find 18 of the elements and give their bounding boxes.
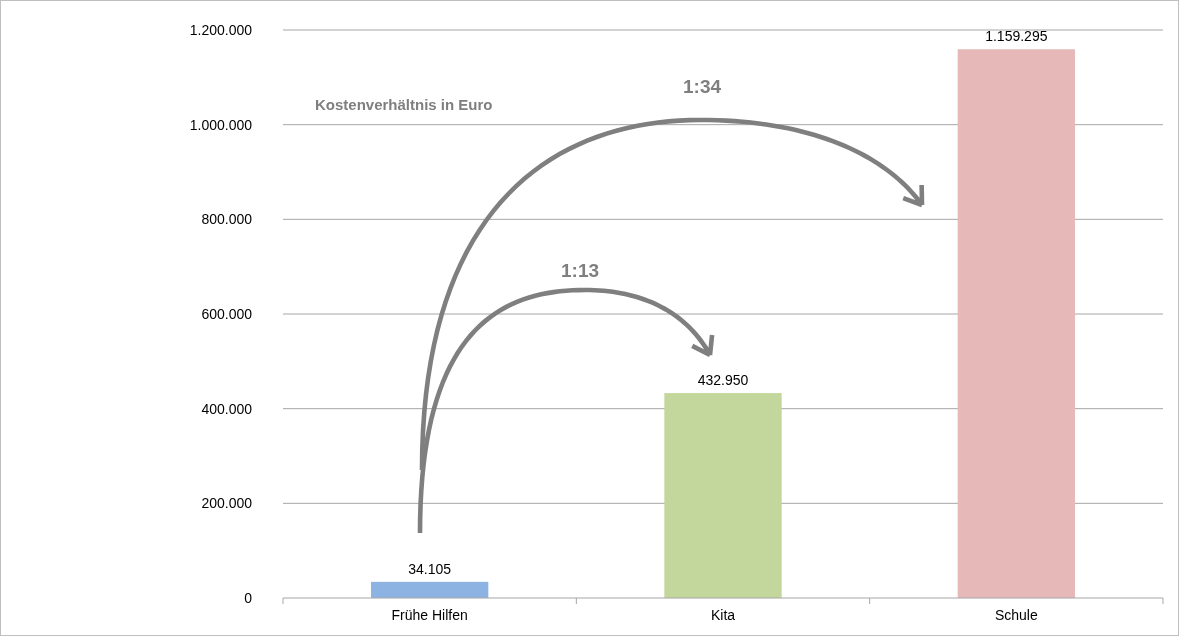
y-tick-label: 400.000	[201, 400, 253, 417]
y-tick-label: 200.000	[201, 495, 253, 512]
data-label: 34.105	[408, 560, 452, 577]
y-tick-label: 1.200.000	[189, 21, 253, 38]
x-tick-label: Frühe Hilfen	[391, 607, 468, 623]
y-tick-label: 600.000	[201, 305, 253, 322]
y-tick-label: 800.000	[201, 211, 253, 228]
y-tick-label: 0	[244, 589, 253, 606]
x-tick-label: Kita	[710, 607, 736, 623]
y-tick-label: 1.000.000	[189, 116, 253, 133]
data-label: 1.159.295	[985, 28, 1048, 45]
annotation: 1:13	[560, 260, 600, 281]
annotation: Kostenverhältnis in Euro	[315, 96, 493, 114]
bar	[957, 49, 1075, 598]
data-label: 432.950	[697, 372, 749, 389]
annotation: 1:34	[682, 76, 722, 97]
x-tick-label: Schule	[994, 607, 1038, 623]
bar	[371, 581, 489, 598]
